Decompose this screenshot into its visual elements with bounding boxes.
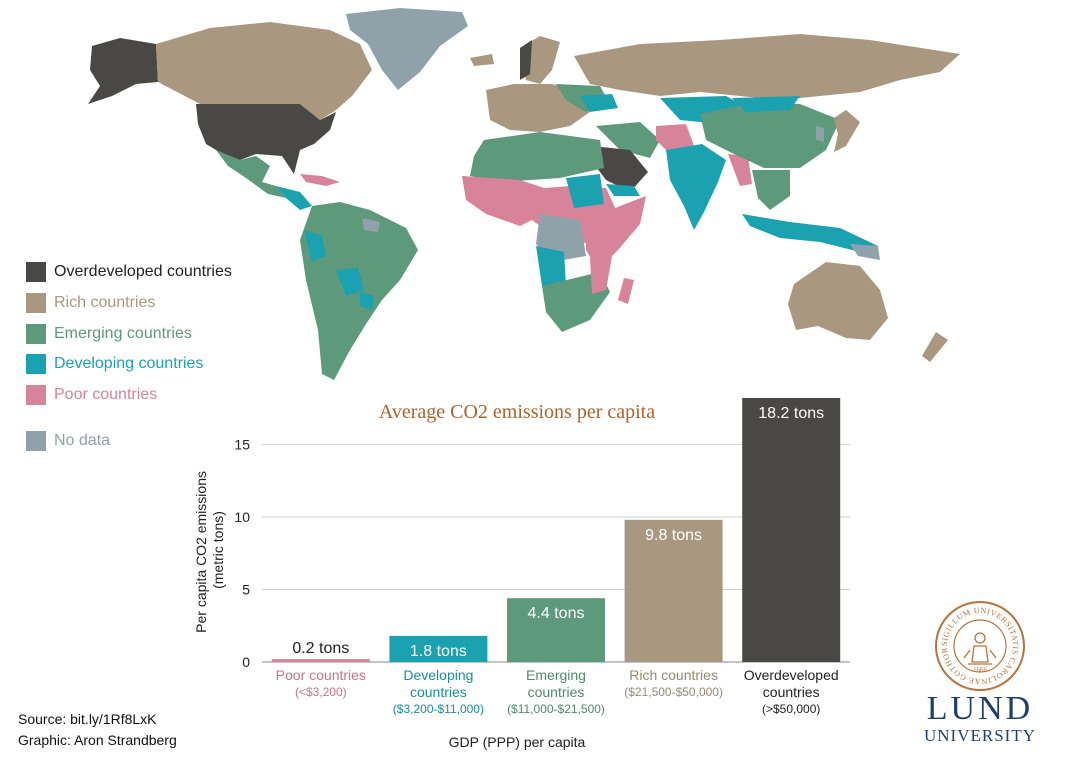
- legend-item-rich: Rich countries: [26, 293, 155, 313]
- map-mongolia: [732, 96, 800, 112]
- map-png: [850, 244, 880, 260]
- category-range-label: ($3,200-$11,000): [393, 702, 484, 716]
- bar-value-label: 4.4 tons: [528, 605, 585, 622]
- bar: [271, 659, 370, 662]
- graphic-credit: Graphic: Aron Strandberg: [18, 732, 177, 748]
- map-yemen: [606, 184, 640, 196]
- map-indonesia: [742, 214, 878, 252]
- y-axis-title: Per capita CO2 emissions (metric tons): [193, 467, 226, 633]
- map-ukraine: [580, 94, 618, 112]
- y-axis-title-line: Per capita CO2 emissions: [193, 471, 209, 633]
- category-range-label: (>$50,000): [762, 702, 820, 716]
- map-east-africa: [586, 196, 646, 270]
- map-india: [666, 144, 726, 230]
- map-iceland: [470, 54, 494, 66]
- y-tick-label: 5: [242, 581, 250, 597]
- category-label: countries: [410, 684, 467, 700]
- legend-swatch: [26, 354, 46, 374]
- co2-bar-chart: Average CO2 emissions per capita 051015 …: [193, 398, 850, 750]
- legend-item-no-data: No data: [26, 431, 110, 451]
- legend-swatch: [26, 324, 46, 344]
- map-japan: [834, 110, 860, 152]
- map-mozambique: [590, 256, 612, 294]
- map-australia: [788, 262, 888, 340]
- legend-label: Poor countries: [54, 386, 158, 403]
- bar-value-label: 1.8 tons: [410, 643, 467, 660]
- category-label: Emerging: [526, 667, 586, 683]
- map-peru-west: [304, 230, 326, 262]
- category-label: Rich countries: [629, 667, 718, 683]
- map-caribbean: [300, 174, 340, 186]
- category-range-label: (<$3,200): [295, 685, 347, 699]
- legend-item-developing: Developing countries: [26, 354, 203, 374]
- map-paraguay: [360, 292, 374, 310]
- map-canada: [156, 22, 372, 120]
- map-se-asia: [752, 170, 790, 210]
- category-range-label: ($11,000-$21,500): [507, 702, 605, 716]
- chart-bars: 0.2 tons 1.8 tons 4.4 tons 9.8 tons 18.2 ton…: [271, 398, 841, 662]
- bar: [624, 519, 723, 662]
- bar: [389, 635, 488, 662]
- map-north-africa: [470, 132, 604, 182]
- category-range-label: ($21,500-$50,000): [624, 685, 723, 699]
- legend-swatch: [26, 431, 46, 451]
- legend-label: Developing countries: [54, 355, 204, 372]
- map-china: [700, 104, 840, 168]
- category-label: countries: [763, 684, 820, 700]
- map-alaska: [88, 38, 158, 104]
- map-greenland: [346, 8, 468, 90]
- legend-swatch: [26, 262, 46, 282]
- lund-university-logo: SIGILLUM UNIVERSITATIS CAROLINAE GOTHORU…: [922, 600, 1038, 746]
- category-label: Poor countries: [276, 667, 366, 683]
- y-tick-label: 10: [234, 509, 250, 525]
- legend-label: Emerging countries: [54, 325, 192, 342]
- map-russia: [574, 34, 960, 100]
- source-credit: Source: bit.ly/1Rf8LxK: [18, 711, 157, 727]
- map-mexico: [216, 150, 286, 198]
- legend-item-poor: Poor countries: [26, 385, 157, 405]
- map-bangladesh-myanmar: [728, 154, 752, 186]
- legend-item-emerging: Emerging countries: [26, 324, 192, 344]
- bar-value-label: 18.2 tons: [758, 405, 824, 422]
- category-label: Developing: [403, 667, 473, 683]
- y-axis-title-line: (metric tons): [210, 511, 226, 589]
- map-central-america: [276, 186, 312, 210]
- bar-value-label: 9.8 tons: [645, 527, 702, 544]
- bar-value-label: 0.2 tons: [292, 640, 349, 657]
- bar: [507, 598, 605, 662]
- logo-subtitle: UNIVERSITY: [924, 726, 1036, 745]
- category-label: Overdeveloped: [744, 667, 839, 683]
- bar: [742, 398, 841, 662]
- legend-label: Rich countries: [54, 294, 156, 311]
- legend-swatch: [26, 385, 46, 405]
- credits: Source: bit.ly/1Rf8LxK Graphic: Aron Str…: [18, 709, 177, 751]
- chart-title: Average CO2 emissions per capita: [379, 401, 655, 423]
- map-sudan: [566, 174, 604, 208]
- map-guianas: [362, 218, 380, 232]
- y-tick-label: 15: [234, 436, 250, 452]
- university-seal-icon: SIGILLUM UNIVERSITATIS CAROLINAE GOTHORU…: [934, 600, 1025, 691]
- y-axis-ticks: 0 5 10 15: [234, 436, 250, 670]
- map-norway: [520, 40, 532, 80]
- map-madagascar: [618, 278, 634, 304]
- map-new-zealand: [922, 332, 948, 362]
- map-angola: [536, 246, 566, 286]
- y-tick-label: 0: [242, 654, 250, 670]
- logo-wordmark: LUND: [926, 690, 1034, 727]
- legend-swatch: [26, 293, 46, 313]
- x-axis-categories: Poor countries(<$3,200)Developingcountri…: [276, 667, 839, 716]
- world-map: [88, 8, 960, 380]
- category-label: countries: [528, 684, 585, 700]
- map-turkey-iran: [596, 122, 660, 158]
- legend-label: Overdeveloped countries: [54, 263, 232, 280]
- seal-year: 1666: [973, 666, 988, 674]
- map-saudi: [592, 146, 648, 192]
- map-afghanistan: [656, 124, 694, 152]
- legend-label: No data: [54, 432, 111, 449]
- map-bolivia: [336, 268, 364, 296]
- legend-item-overdeveloped: Overdeveloped countries: [26, 262, 232, 282]
- x-axis-title: GDP (PPP) per capita: [449, 734, 586, 750]
- map-korea: [816, 126, 824, 142]
